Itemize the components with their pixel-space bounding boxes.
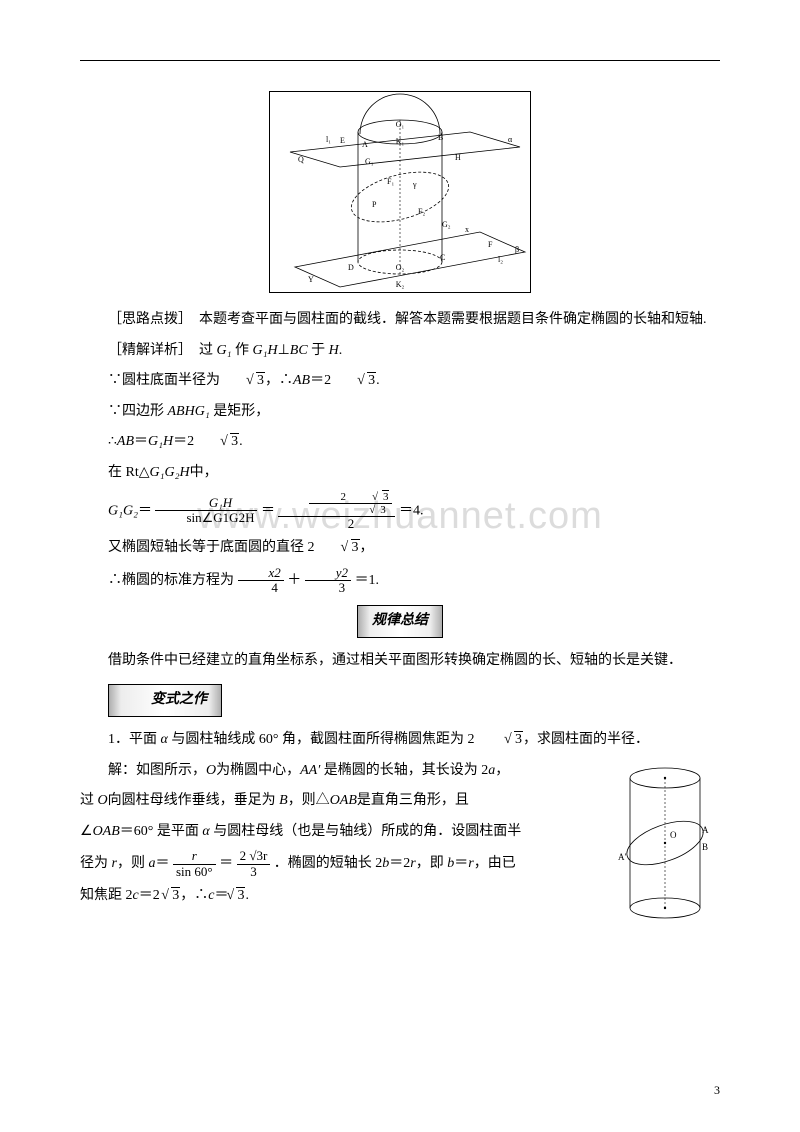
fig1-label-P: P	[372, 200, 377, 209]
banner-variant: 变式之作	[80, 684, 720, 717]
fig1-label-K2: K₂	[396, 280, 405, 289]
fig1-label-D: D	[348, 263, 354, 272]
fig1-label-gamma: γ	[412, 180, 417, 189]
fig2-label-A: A	[702, 825, 709, 835]
summary-text: 借助条件中已经建立的直角坐标系，通过相关平面图形转换确定椭圆的长、短轴的长是关键…	[80, 648, 720, 675]
solution-line-3: ∵四边形 ABHG₁ 是矩形，	[80, 399, 720, 426]
fig1-label-F1: F₁	[387, 177, 394, 186]
fig1-label-A: A	[362, 140, 368, 149]
fig1-label-l2: l₂	[498, 255, 503, 264]
solution-line-5: 在 Rt△G₁G₂H中，	[80, 460, 720, 487]
solution-line-7: 又椭圆短轴长等于底面圆的直径 23，	[80, 535, 720, 562]
fig1-label-F2: F₂	[418, 207, 425, 216]
solution-line-4: ∴AB＝G₁H＝23.	[80, 429, 720, 456]
fig1-label-l1: l₁	[326, 135, 331, 144]
solution-line-2: ∵圆柱底面半径为3，∴AB＝23.	[80, 368, 720, 395]
fig1-label-H: H	[455, 153, 461, 162]
problem-1: 1．平面 α 与圆柱轴线成 60° 角，截圆柱面所得椭圆焦距为 2 3，求圆柱面…	[80, 727, 720, 754]
fig1-label-x: x	[465, 225, 469, 234]
fig1-label-O1: O₁	[396, 120, 405, 129]
fig1-label-alpha: α	[508, 135, 513, 144]
fig1-label-beta: β	[515, 245, 519, 254]
fig1-label-K1: K₁	[396, 137, 405, 146]
fig1-label-G2: G₂	[442, 220, 451, 229]
fig1-label-O2: O₂	[396, 263, 405, 272]
fig1-label-G1: G₁	[365, 157, 374, 166]
analysis-hint: ［思路点拨］ 本题考查平面与圆柱面的截线．解答本题需要根据题目条件确定椭圆的长轴…	[80, 307, 720, 334]
figure-cylinder-small: O A B A′	[610, 758, 720, 928]
page-number: 3	[714, 1079, 720, 1102]
fig1-label-Q: Q	[298, 155, 304, 164]
fig2-label-B: B	[702, 842, 708, 852]
solution-line-8: ∴椭圆的标准方程为 x24 ＋ y23 ＝1.	[80, 566, 720, 596]
fig1-label-Y: Y	[308, 275, 314, 284]
fig1-label-E: E	[340, 136, 345, 145]
fig1-label-F: F	[488, 240, 493, 249]
content-body: O₁ K₁ E A B α Q G₁ H l₁ F₁ γ P F₂ G₂ x β…	[80, 91, 720, 928]
fig1-label-C: C	[440, 253, 445, 262]
fig2-label-O: O	[670, 830, 677, 840]
solution-line-6: G₁G₂＝ G₁Hsin∠G1G2H ＝ 233 2 ＝4.	[80, 491, 720, 531]
figure-cylinder-planes: O₁ K₁ E A B α Q G₁ H l₁ F₁ γ P F₂ G₂ x β…	[269, 91, 531, 293]
fig1-label-B: B	[438, 133, 443, 142]
solution-line-1: ［精解详析］ 过 G₁ 作 G₁H⊥BC 于 H.	[80, 338, 720, 365]
banner-summary: 规律总结	[80, 605, 720, 638]
fig2-label-Ap: A′	[618, 852, 626, 862]
